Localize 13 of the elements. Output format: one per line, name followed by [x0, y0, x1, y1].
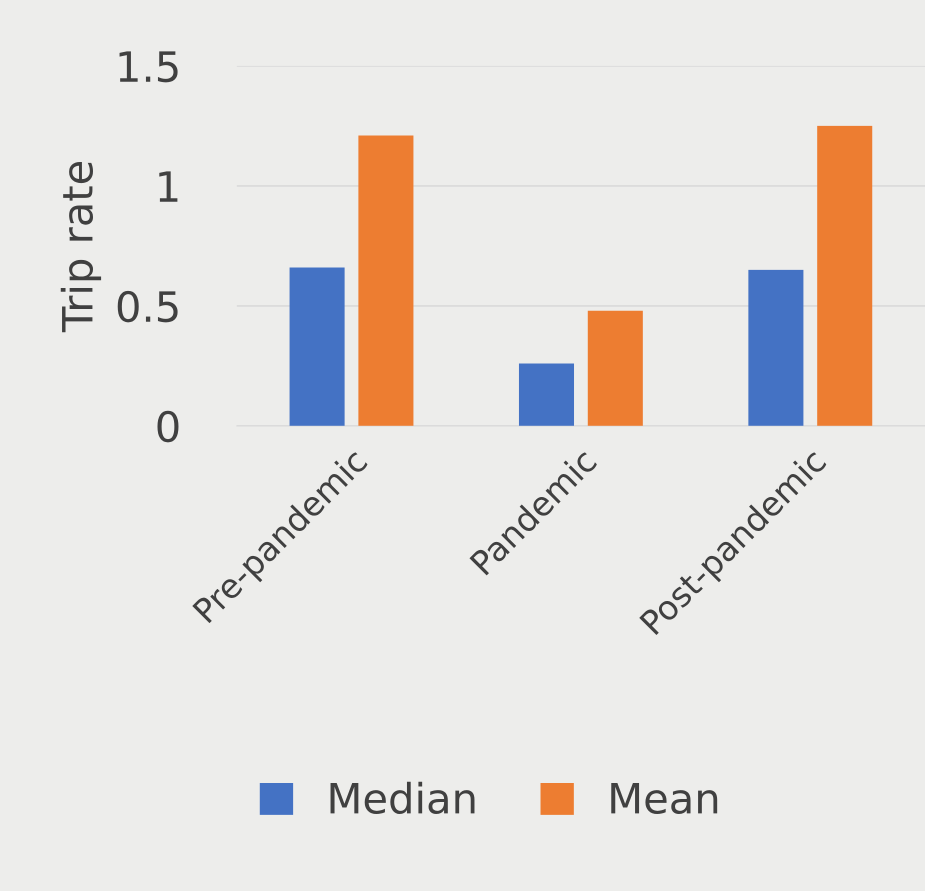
bar: [588, 310, 643, 426]
legend-label: Median: [330, 782, 474, 814]
y-tick-label: 1: [159, 171, 178, 202]
y-tick-label: 0.5: [118, 290, 178, 322]
bar: [748, 270, 804, 426]
y-tick-label: 0: [157, 410, 178, 442]
y-tick-label: 1.5: [120, 51, 178, 82]
bar: [518, 364, 574, 426]
bar: [290, 268, 345, 426]
bar: [817, 126, 872, 426]
legend-label: Mean: [611, 783, 718, 814]
bar: [358, 136, 414, 426]
y-axis-title: Trip rate: [60, 162, 102, 332]
